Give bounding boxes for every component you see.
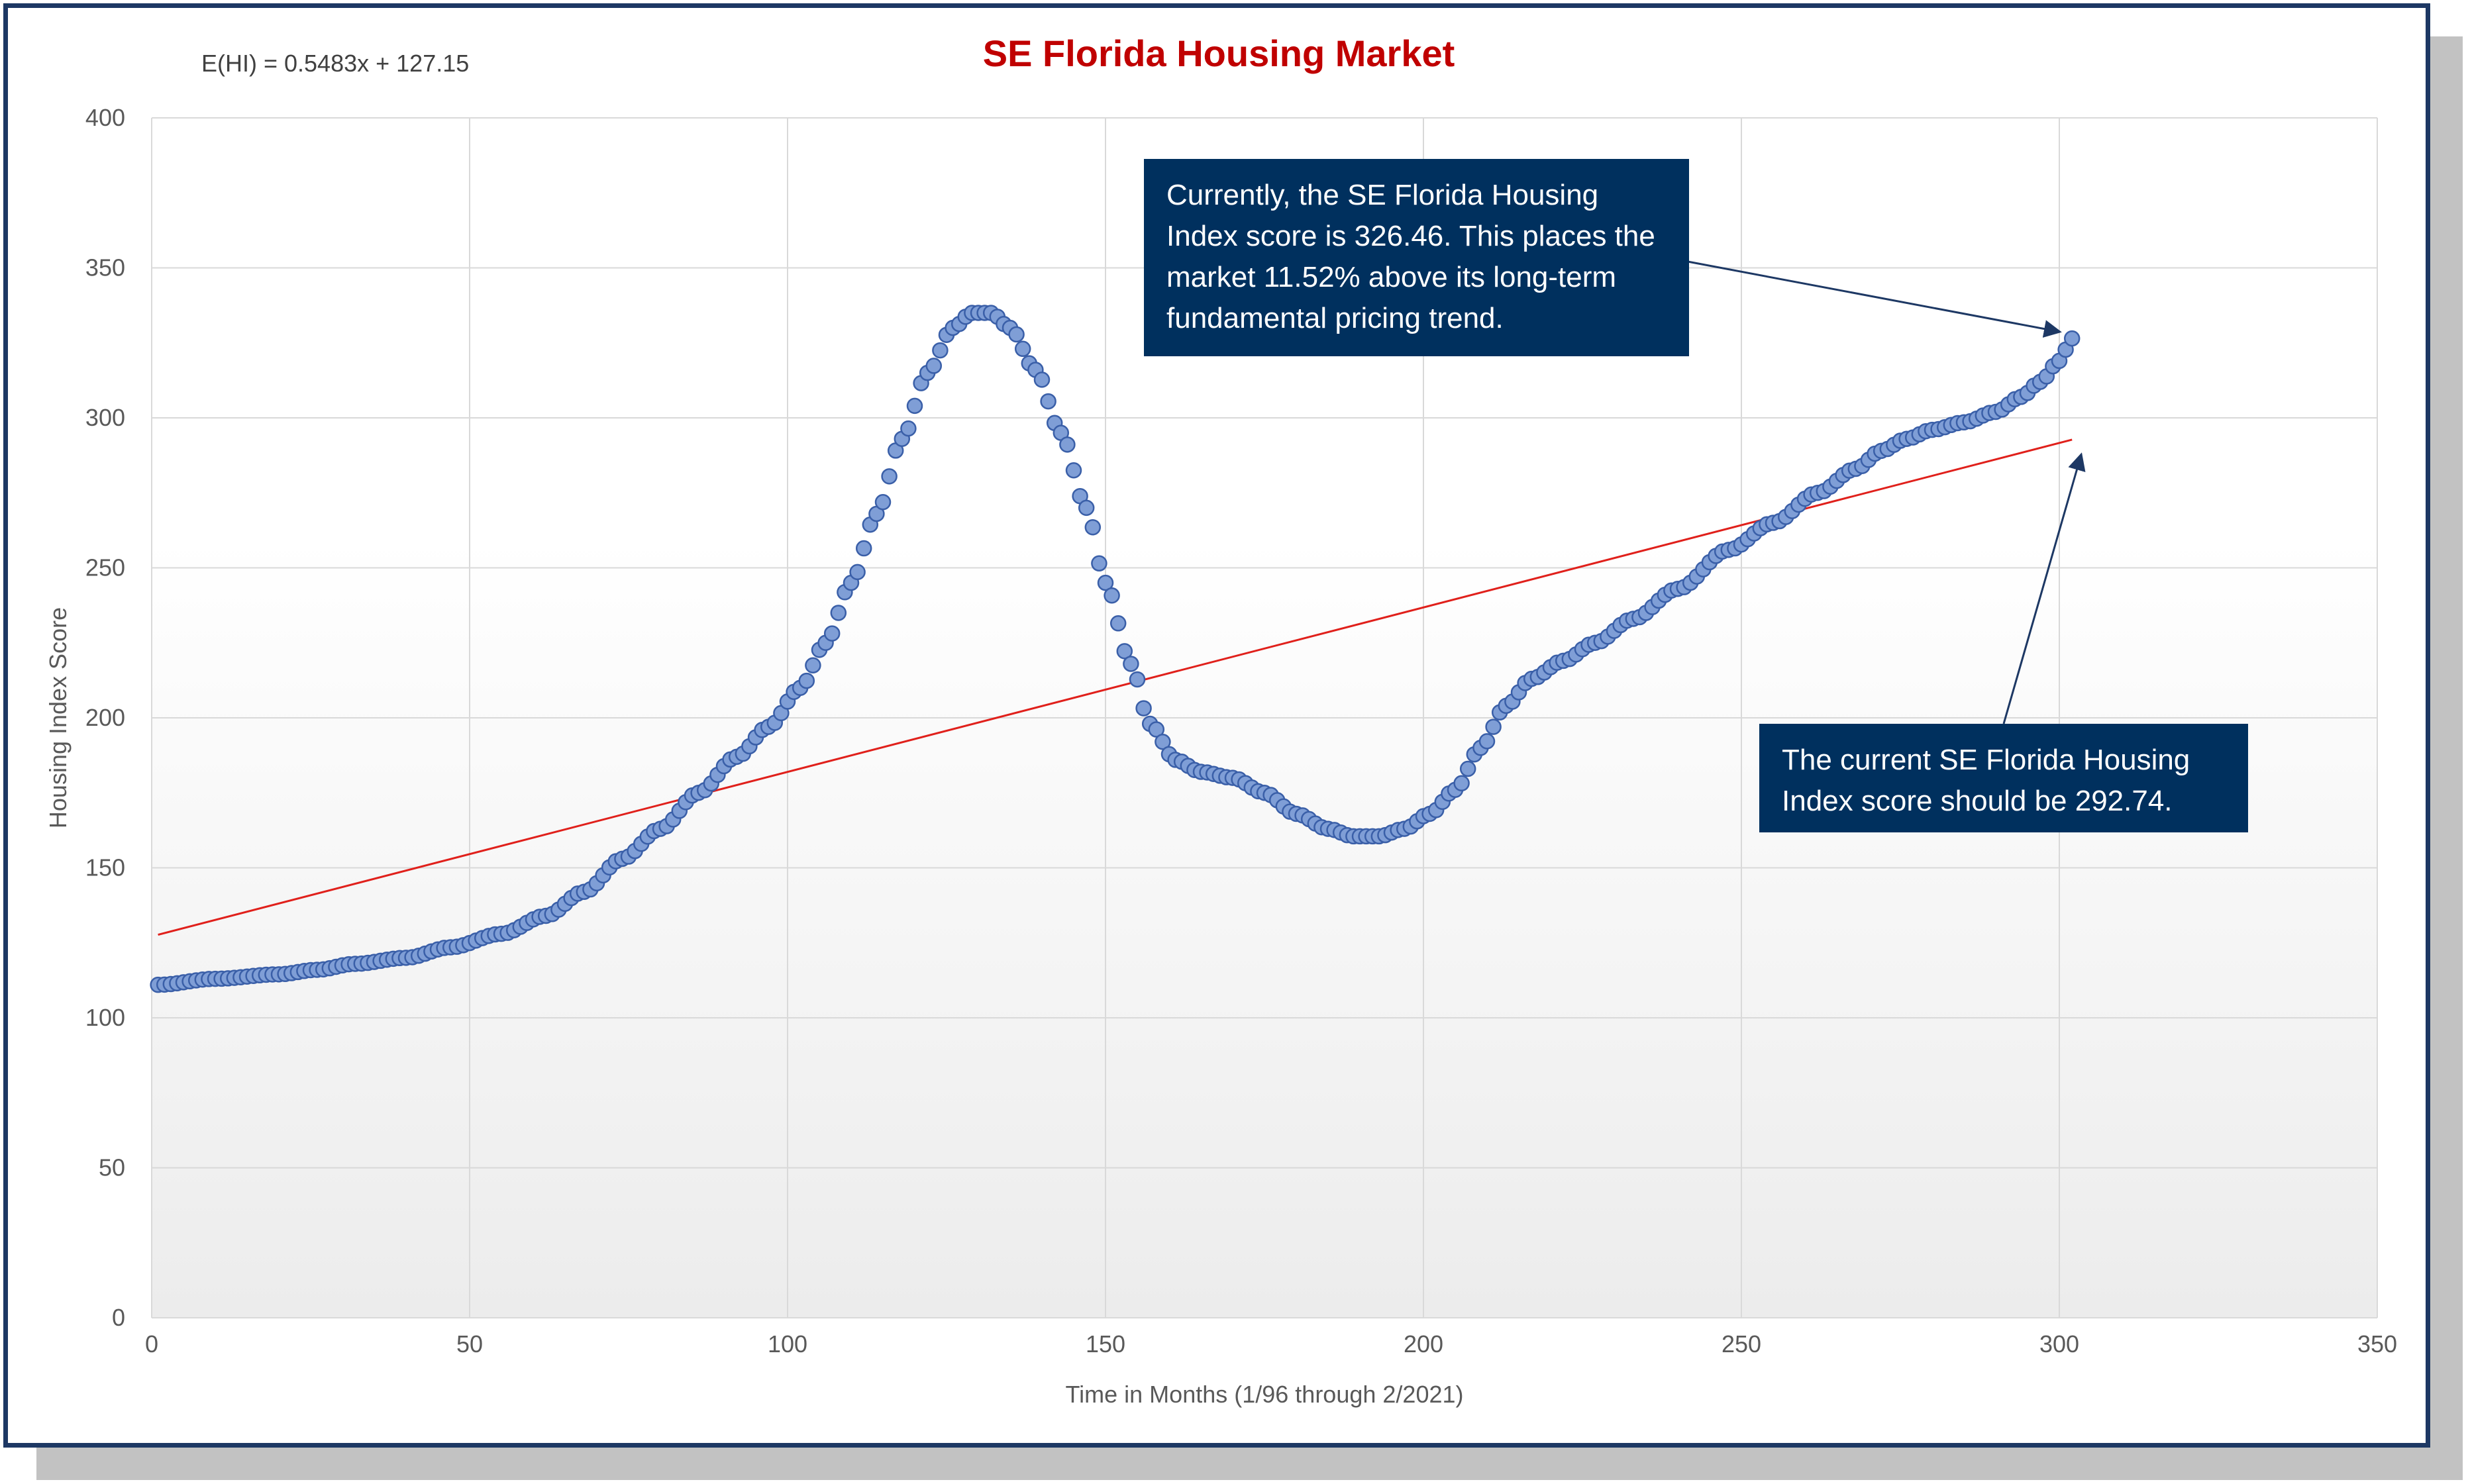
data-point xyxy=(1459,760,1476,777)
callout-current-score: Currently, the SE Florida Housing Index … xyxy=(1144,159,1689,356)
data-point xyxy=(798,672,815,689)
x-axis-title: Time in Months (1/96 through 2/2021) xyxy=(1066,1381,1464,1408)
data-point xyxy=(1059,436,1076,453)
data-point xyxy=(1485,718,1502,735)
data-point xyxy=(823,625,841,642)
data-point xyxy=(1123,656,1139,672)
data-point xyxy=(874,494,892,511)
y-axis-ticks: 0 50 100 150 200 250 300 350 400 xyxy=(85,104,125,1331)
data-point xyxy=(1008,326,1025,343)
data-point xyxy=(1097,574,1114,591)
data-point xyxy=(805,657,821,673)
callout-line: Currently, the SE Florida Housing xyxy=(1166,179,1599,211)
data-point xyxy=(1091,555,1107,572)
y-tick-label: 300 xyxy=(85,404,125,431)
data-point xyxy=(2063,330,2081,347)
callout-line: fundamental pricing trend. xyxy=(1166,302,1504,334)
data-points xyxy=(150,305,2081,993)
y-tick-label: 100 xyxy=(85,1004,125,1031)
data-point xyxy=(1065,462,1082,479)
y-tick-label: 350 xyxy=(85,254,125,281)
data-point xyxy=(1033,371,1051,388)
y-tick-label: 400 xyxy=(85,104,125,131)
data-point xyxy=(881,468,898,485)
data-point xyxy=(1104,587,1120,604)
callout-line: market 11.52% above its long-term xyxy=(1166,261,1617,293)
callout-line: Index score should be 292.74. xyxy=(1782,785,2173,817)
chart-title: SE Florida Housing Market xyxy=(983,32,1455,74)
data-point xyxy=(1078,499,1095,517)
data-point xyxy=(849,564,866,581)
callout-expected-score: The current SE Florida Housing Index sco… xyxy=(1759,724,2248,832)
data-point xyxy=(1116,643,1133,660)
x-tick-label: 50 xyxy=(456,1330,483,1358)
x-tick-label: 300 xyxy=(2039,1330,2079,1358)
data-point xyxy=(830,605,847,621)
data-point xyxy=(1040,393,1056,410)
y-tick-label: 200 xyxy=(85,704,125,731)
data-point xyxy=(1135,700,1152,717)
callout-arrow-current xyxy=(1687,260,2062,338)
trend-line xyxy=(158,438,2073,936)
data-point xyxy=(925,358,943,374)
trendline-equation: E(HI) = 0.5483x + 127.15 xyxy=(201,50,469,77)
data-point xyxy=(855,540,872,557)
data-point xyxy=(1109,615,1127,632)
x-axis-ticks: 0 50 100 150 200 250 300 350 xyxy=(145,1330,2397,1358)
x-tick-label: 250 xyxy=(1722,1330,1761,1358)
data-point xyxy=(1453,775,1470,792)
x-tick-label: 0 xyxy=(145,1330,158,1358)
y-tick-label: 150 xyxy=(85,854,125,881)
data-point xyxy=(1155,733,1171,750)
callout-line: The current SE Florida Housing xyxy=(1782,744,2190,776)
data-point xyxy=(932,342,949,359)
y-tick-label: 50 xyxy=(99,1154,125,1181)
x-tick-label: 150 xyxy=(1086,1330,1125,1358)
x-tick-label: 200 xyxy=(1404,1330,1443,1358)
data-point xyxy=(1014,340,1031,358)
data-point xyxy=(1129,671,1146,688)
data-point xyxy=(900,420,917,437)
y-tick-label: 0 xyxy=(112,1304,125,1331)
x-tick-label: 350 xyxy=(2357,1330,2397,1358)
x-tick-label: 100 xyxy=(768,1330,807,1358)
y-axis-title: Housing Index Score xyxy=(44,607,72,828)
data-point xyxy=(1084,519,1102,536)
data-point xyxy=(906,397,923,415)
y-tick-label: 250 xyxy=(85,554,125,581)
data-point xyxy=(1148,721,1165,738)
data-point xyxy=(1478,733,1496,750)
callout-arrow-expected xyxy=(2002,452,2086,724)
callout-line: Index score is 326.46. This places the xyxy=(1166,220,1655,252)
